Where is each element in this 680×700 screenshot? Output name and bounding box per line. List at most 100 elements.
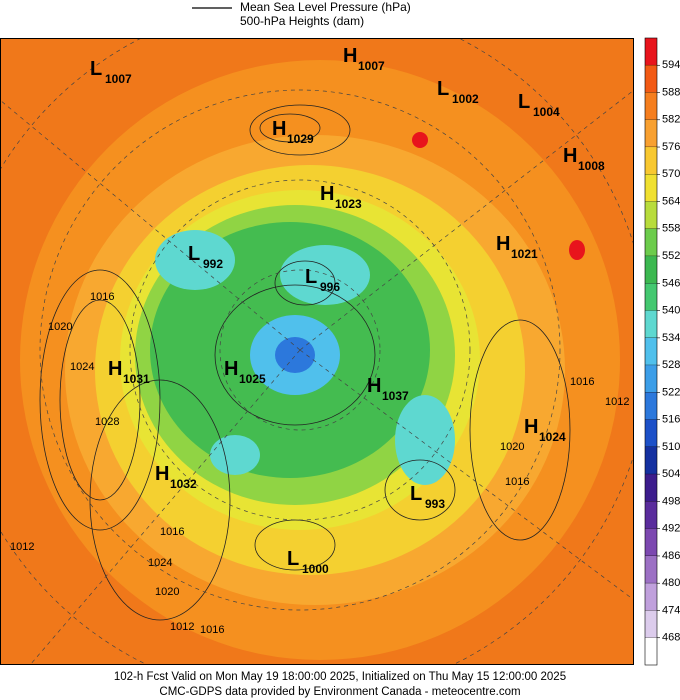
colorbar-label: 558	[662, 223, 680, 235]
colorbar-swatch	[645, 201, 657, 229]
center-value: 1007	[358, 59, 385, 73]
colorbar-label: 474	[662, 604, 680, 616]
center-value: 1004	[533, 105, 560, 119]
colorbar-swatch	[645, 583, 657, 611]
graticule	[0, 38, 634, 665]
center-value: 1032	[170, 477, 197, 491]
colorbar-swatch	[645, 501, 657, 529]
center-value: 1000	[302, 562, 329, 576]
header-line: Mean Sea Level Pressure (hPa)	[240, 0, 411, 14]
field	[210, 435, 260, 475]
center-kind: H	[272, 118, 286, 140]
center-kind: L	[305, 266, 317, 288]
center-value: 993	[425, 497, 445, 511]
center-kind: L	[410, 483, 422, 505]
colorbar-swatch	[645, 119, 657, 148]
colorbar-label: 510	[662, 441, 680, 453]
center-kind: H	[224, 358, 238, 380]
field	[275, 337, 315, 373]
center-kind: H	[367, 375, 381, 397]
center-value: 1008	[578, 159, 605, 173]
isobar-label: 1020	[48, 321, 72, 333]
center-kind: L	[287, 548, 299, 570]
colorbar-label: 552	[662, 250, 680, 262]
colorbar-label: 588	[662, 86, 680, 98]
colorbar-label: 504	[662, 468, 680, 480]
isobar-label: 1020	[155, 586, 179, 598]
map-frame	[0, 38, 634, 665]
center-kind: L	[188, 243, 200, 265]
colorbar-swatch	[645, 446, 657, 475]
isobar-label: 1016	[505, 476, 529, 488]
center-kind: L	[437, 78, 449, 100]
colorbar-label: 498	[662, 495, 680, 507]
colorbar-label: 582	[662, 114, 680, 126]
center-kind: H	[343, 45, 357, 67]
isobar-label: 1016	[200, 624, 224, 636]
colorbar-label: 576	[662, 141, 680, 153]
colorbar-label: 480	[662, 577, 680, 589]
colorbar-swatch	[645, 365, 657, 393]
isobar-label: 1016	[570, 376, 594, 388]
isobar-label: 1024	[148, 557, 172, 569]
colorbar-swatch	[645, 310, 657, 338]
colorbar-swatch	[645, 555, 657, 584]
footer-line: CMC-GDPS data provided by Environment Ca…	[159, 686, 520, 698]
center-kind: H	[496, 233, 510, 255]
colorbar-swatch-bottom	[645, 637, 657, 665]
colorbar-label: 540	[662, 305, 680, 317]
colorbar-label: 516	[662, 414, 680, 426]
isobar-label: 1016	[160, 526, 184, 538]
colorbar-swatch	[645, 174, 657, 202]
colorbar-label: 468	[662, 632, 680, 644]
colorbar-swatch	[645, 38, 657, 66]
field	[280, 245, 370, 305]
colorbar-label: 528	[662, 359, 680, 371]
map: 1016 1020 1024 1028 1012 1016 1020 1024 1012 1016…	[0, 38, 634, 665]
colorbar-swatch	[645, 256, 657, 284]
field	[412, 132, 428, 148]
isobar-label: 1012	[605, 396, 629, 408]
center-kind: L	[518, 91, 530, 113]
colorbar-swatch	[645, 392, 657, 420]
colorbar-swatch	[645, 337, 657, 366]
colorbar-label: 486	[662, 550, 680, 562]
colorbar-label: 492	[662, 523, 680, 535]
isobar-label: 1012	[170, 621, 194, 633]
colorbar-label: 534	[662, 332, 680, 344]
colorbar-swatch	[645, 528, 657, 556]
center-value: 1031	[123, 372, 150, 386]
center-value: 1037	[382, 389, 409, 403]
isobar-label: 1012	[10, 541, 34, 553]
isobar-label: 1016	[90, 291, 114, 303]
center-value: 1007	[105, 72, 132, 86]
colorbar: 594 588 582 576 570 564 558 552 546 540 534 528 522 5…	[644, 37, 680, 666]
colorbar-label: 594	[662, 59, 680, 71]
colorbar-swatch	[645, 92, 657, 120]
center-kind: H	[524, 416, 538, 438]
colorbar-label: 522	[662, 386, 680, 398]
colorbar-label: 570	[662, 168, 680, 180]
field	[569, 240, 585, 260]
center-kind: H	[108, 358, 122, 380]
center-kind: L	[90, 58, 102, 80]
colorbar-swatch	[645, 419, 657, 447]
center-value: 1021	[511, 247, 538, 261]
colorbar-frame	[644, 37, 658, 666]
isobar-label: 1028	[95, 416, 119, 428]
footer-line: 102-h Fcst Valid on Mon May 19 18:00:00 …	[114, 671, 566, 683]
field	[155, 230, 235, 290]
center-value: 1023	[335, 197, 362, 211]
colorbar-swatch	[645, 147, 657, 175]
isobars	[39, 104, 571, 621]
center-value: 992	[203, 257, 223, 271]
header-line: 500-hPa Heights (dam)	[240, 14, 364, 28]
colorbar-swatch	[645, 474, 657, 502]
center-value: 1002	[452, 92, 479, 106]
center-value: 996	[320, 280, 340, 294]
center-value: 1025	[239, 372, 266, 386]
isobar-label: 1020	[500, 441, 524, 453]
field	[395, 395, 455, 485]
center-kind: H	[563, 145, 577, 167]
